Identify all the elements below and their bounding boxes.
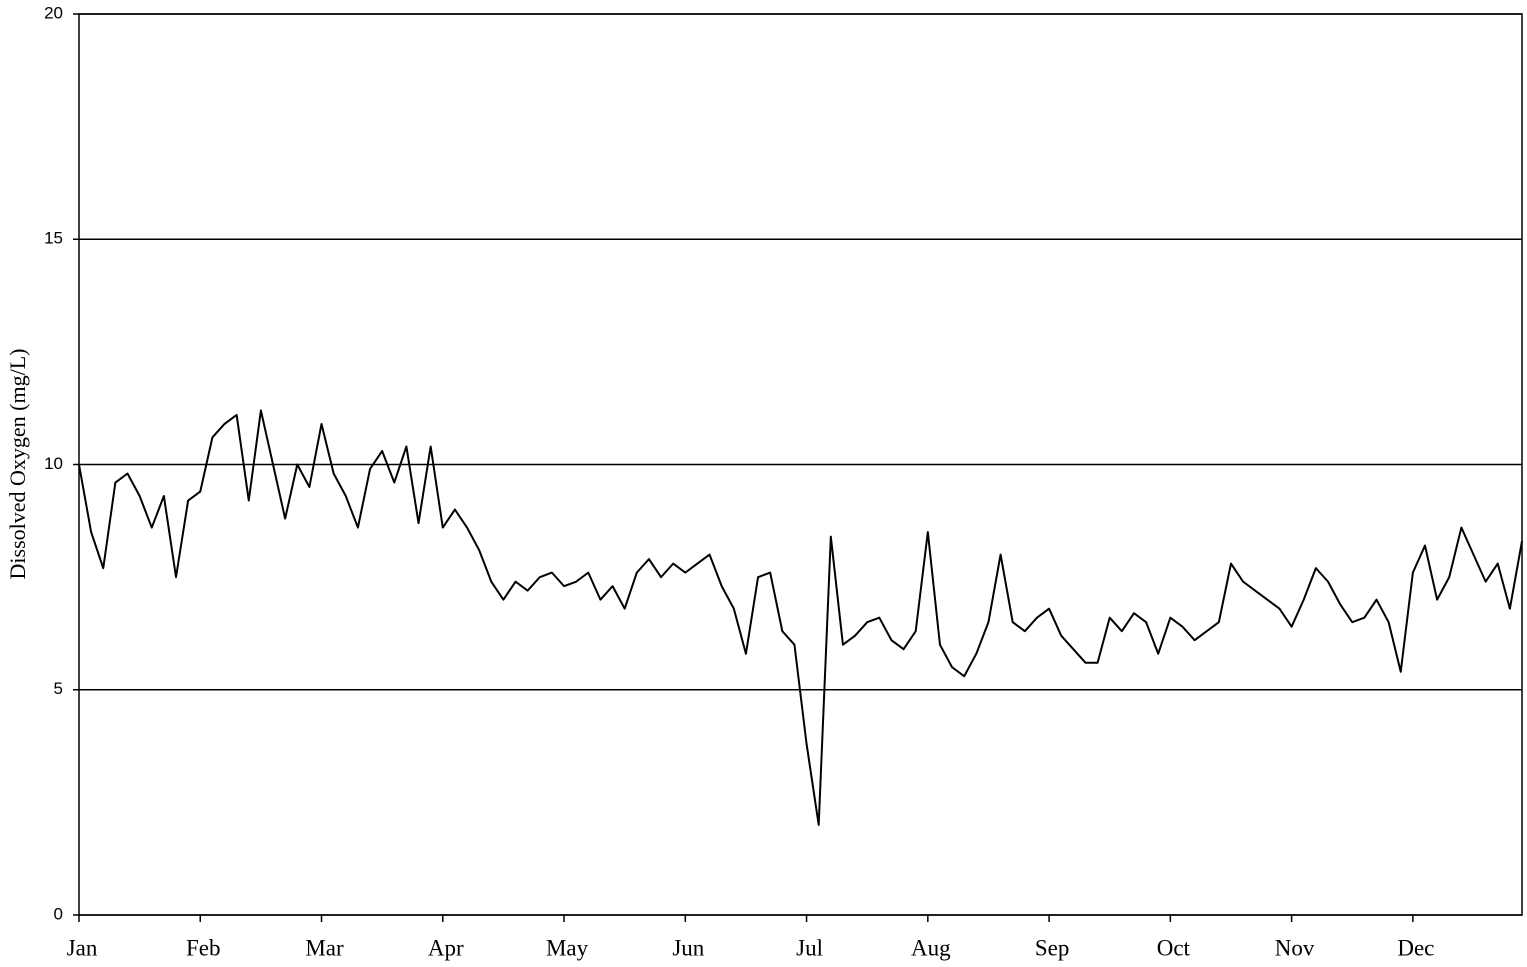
x-tick-label: Oct	[1157, 935, 1191, 960]
y-tick-label: 5	[54, 679, 63, 698]
x-tick-label: Jan	[67, 935, 98, 960]
x-tick-label: Mar	[305, 935, 344, 960]
x-tick-label: Feb	[186, 935, 221, 960]
y-axis-title: Dissolved Oxygen (mg/L)	[5, 349, 30, 580]
x-tick-label: Dec	[1397, 935, 1434, 960]
y-tick-label: 0	[54, 904, 63, 923]
y-tick-label: 20	[44, 3, 63, 22]
x-tick-label: Apr	[428, 935, 464, 960]
y-tick-label: 10	[44, 454, 63, 473]
x-tick-label: Jul	[796, 935, 823, 960]
x-tick-label: Jun	[672, 935, 704, 960]
x-tick-label: Nov	[1275, 935, 1315, 960]
x-tick-label: May	[546, 935, 589, 960]
y-tick-label: 15	[44, 229, 63, 248]
x-tick-label: Aug	[911, 935, 951, 960]
x-tick-label: Sep	[1035, 935, 1070, 960]
data-line	[78, 409, 1523, 826]
